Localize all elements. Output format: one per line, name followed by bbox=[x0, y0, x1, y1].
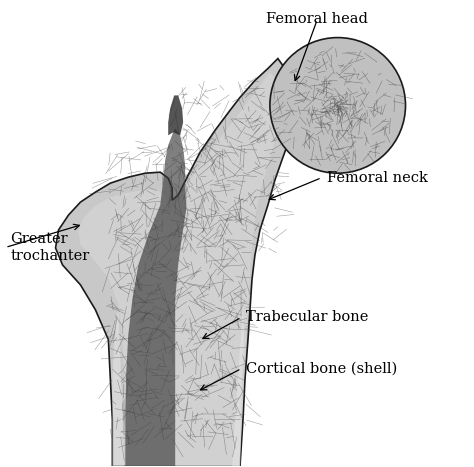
Circle shape bbox=[270, 37, 405, 173]
Polygon shape bbox=[112, 305, 124, 467]
Polygon shape bbox=[168, 95, 183, 135]
Polygon shape bbox=[232, 305, 244, 467]
Polygon shape bbox=[125, 128, 186, 467]
Text: Trabecular bone: Trabecular bone bbox=[246, 310, 369, 324]
Text: Femoral head: Femoral head bbox=[266, 12, 368, 26]
Text: Femoral neck: Femoral neck bbox=[327, 170, 428, 184]
Polygon shape bbox=[79, 72, 282, 467]
Polygon shape bbox=[55, 58, 295, 467]
Text: Greater
trochanter: Greater trochanter bbox=[10, 233, 90, 262]
Text: Cortical bone (shell): Cortical bone (shell) bbox=[246, 361, 398, 375]
